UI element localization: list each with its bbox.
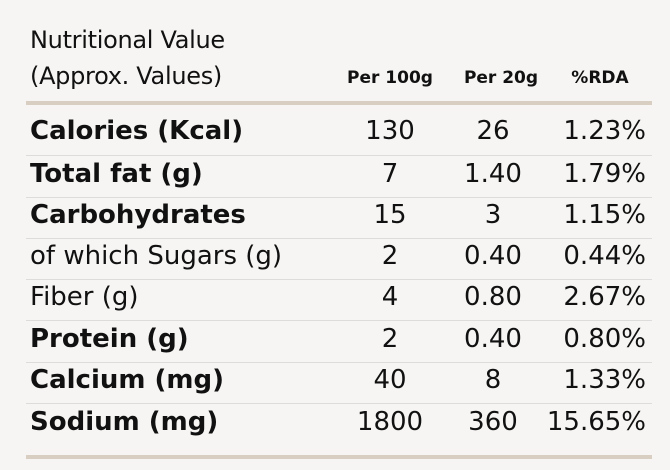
- row-label: of which Sugars (g): [30, 241, 283, 271]
- table-row: Total fat (g) 7 1.40 1.79%: [0, 155, 670, 196]
- cell: 1.40: [464, 159, 522, 189]
- cell: 0.40: [464, 324, 522, 354]
- cell: 8: [484, 365, 502, 395]
- table-row: of which Sugars (g) 2 0.40 0.44%: [0, 237, 670, 278]
- cell: 130: [365, 116, 415, 146]
- row-label: Fiber (g): [30, 282, 139, 312]
- row-label: Calcium (mg): [30, 365, 224, 395]
- cell: 4: [381, 282, 399, 312]
- cell: 0.80: [464, 282, 522, 312]
- table-row: Carbohydrates 15 3 1.15%: [0, 196, 670, 237]
- row-separator: [26, 362, 652, 363]
- subtitle: (Approx. Values): [30, 62, 222, 90]
- cell: 2: [381, 324, 399, 354]
- cell: 15.65%: [546, 407, 646, 437]
- cell: 26: [476, 116, 510, 146]
- cell: 1800: [356, 407, 424, 437]
- row-label: Carbohydrates: [30, 200, 246, 230]
- column-header: %RDA: [571, 68, 629, 88]
- cell: 7: [381, 159, 399, 189]
- table-row: Calories (Kcal) 130 26 1.23%: [0, 112, 670, 153]
- table-row: Calcium (mg) 40 8 1.33%: [0, 361, 670, 402]
- table-row: Protein (g) 2 0.40 0.80%: [0, 320, 670, 361]
- row-separator: [26, 320, 652, 321]
- row-separator: [26, 403, 652, 404]
- row-separator: [26, 279, 652, 280]
- row-label: Calories (Kcal): [30, 116, 244, 146]
- divider: [26, 101, 652, 105]
- column-header: Per 100g: [347, 68, 433, 88]
- cell: 2.67%: [563, 282, 646, 312]
- cell: 15: [373, 200, 407, 230]
- row-label: Protein (g): [30, 324, 189, 354]
- row-separator: [26, 197, 652, 198]
- divider: [26, 455, 652, 459]
- row-label: Sodium (mg): [30, 407, 219, 437]
- column-header: Per 20g: [463, 68, 539, 88]
- cell: 1.15%: [563, 200, 646, 230]
- cell: 0.80%: [563, 324, 646, 354]
- cell: 40: [373, 365, 407, 395]
- title: Nutritional Value: [30, 26, 225, 54]
- row-separator: [26, 238, 652, 239]
- cell: 1.23%: [563, 116, 646, 146]
- cell: 0.40: [464, 241, 522, 271]
- table-row: Fiber (g) 4 0.80 2.67%: [0, 278, 670, 319]
- cell: 360: [468, 407, 518, 437]
- cell: 0.44%: [563, 241, 646, 271]
- cell: 1.33%: [563, 365, 646, 395]
- row-label: Total fat (g): [30, 159, 203, 189]
- table-row: Sodium (mg) 1800 360 15.65%: [0, 403, 670, 444]
- row-separator: [26, 155, 652, 156]
- cell: 1.79%: [563, 159, 646, 189]
- cell: 2: [381, 241, 399, 271]
- cell: 3: [484, 200, 502, 230]
